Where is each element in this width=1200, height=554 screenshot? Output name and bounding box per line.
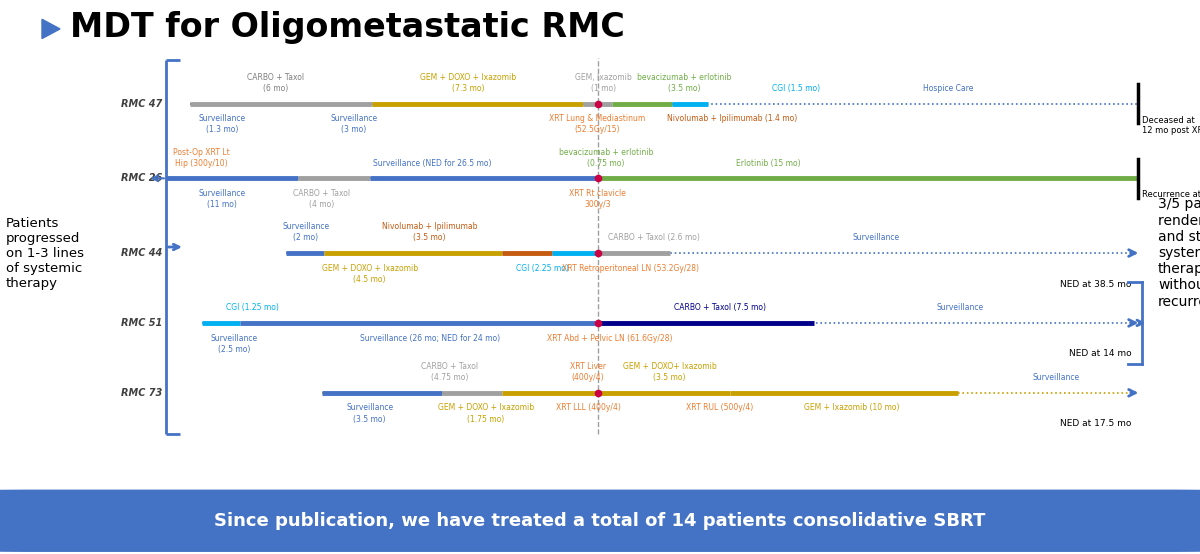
Text: XRT Rt clavicle
300y/3: XRT Rt clavicle 300y/3 [569,189,626,209]
Text: XRT Retroperitoneal LN (53.2Gy/28): XRT Retroperitoneal LN (53.2Gy/28) [562,264,698,273]
Text: CARBO + Taxol (2.6 mo): CARBO + Taxol (2.6 mo) [608,233,700,243]
Text: CGI (1.25 mo): CGI (1.25 mo) [226,304,278,312]
Text: CARBO + Taxol
(4.75 mo): CARBO + Taxol (4.75 mo) [421,362,479,382]
Text: Hospice Care: Hospice Care [923,84,973,93]
Text: XRT Abd + Pelvic LN (61.6Gy/28): XRT Abd + Pelvic LN (61.6Gy/28) [547,334,672,342]
Text: RMC 26: RMC 26 [121,173,162,183]
Text: Nivolumab + Ipilimumab (1.4 mo): Nivolumab + Ipilimumab (1.4 mo) [667,114,797,123]
Text: Surveillance: Surveillance [1032,373,1080,382]
Text: Surveillance (NED for 26.5 mo): Surveillance (NED for 26.5 mo) [373,159,491,168]
Text: XRT Liver
(400y/4): XRT Liver (400y/4) [570,362,606,382]
Text: bevacizumab + erlotinib
(3.5 mo): bevacizumab + erlotinib (3.5 mo) [637,73,731,93]
Text: RMC 51: RMC 51 [121,318,162,328]
Text: Surveillance
(1.3 mo): Surveillance (1.3 mo) [198,114,246,134]
Text: CARBO + Taxol
(6 mo): CARBO + Taxol (6 mo) [247,73,305,93]
Text: RMC 47: RMC 47 [121,99,162,109]
Text: Surveillance
(11 mo): Surveillance (11 mo) [198,189,246,209]
Text: CARBO + Taxol
(4 mo): CARBO + Taxol (4 mo) [293,189,350,209]
Text: 3/5 patients
rendered NED
and stopped
systemic
therapy
without
recurrence: 3/5 patients rendered NED and stopped sy… [1158,197,1200,309]
Text: Surveillance: Surveillance [852,233,900,243]
Text: NED at 14 mo: NED at 14 mo [1069,350,1132,358]
Text: MDT for Oligometastatic RMC: MDT for Oligometastatic RMC [70,12,624,44]
Polygon shape [42,19,60,39]
Text: Recurrence at 18 mo; Deceased at 20.75 mo post XRT: Recurrence at 18 mo; Deceased at 20.75 m… [1142,191,1200,199]
Text: RMC 73: RMC 73 [121,388,162,398]
Text: RMC 44: RMC 44 [121,248,162,258]
Text: XRT Lung & Mediastinum
(52.5Gy/15): XRT Lung & Mediastinum (52.5Gy/15) [550,114,646,134]
Text: Nivolumab + Ipilimumab
(3.5 mo): Nivolumab + Ipilimumab (3.5 mo) [382,222,478,243]
Text: GEM + Ixazomib (10 mo): GEM + Ixazomib (10 mo) [804,403,900,412]
Text: Erlotinib (15 mo): Erlotinib (15 mo) [736,159,800,168]
Text: Surveillance (26 mo; NED for 24 mo): Surveillance (26 mo; NED for 24 mo) [360,334,499,342]
Text: Surveillance
(2 mo): Surveillance (2 mo) [282,222,330,243]
Text: GEM, Ixazomib
(1 mo): GEM, Ixazomib (1 mo) [575,73,632,93]
Text: CARBO + Taxol (7.5 mo): CARBO + Taxol (7.5 mo) [674,304,766,312]
Text: Patients
progressed
on 1-3 lines
of systemic
therapy: Patients progressed on 1-3 lines of syst… [6,217,84,290]
Text: CGI (1.5 mo): CGI (1.5 mo) [772,84,820,93]
Text: Surveillance
(3.5 mo): Surveillance (3.5 mo) [346,403,394,423]
FancyBboxPatch shape [0,490,1200,551]
Text: NED at 17.5 mo: NED at 17.5 mo [1061,419,1132,428]
Text: CGI (2.25 mo): CGI (2.25 mo) [516,264,569,273]
Text: Surveillance: Surveillance [936,304,984,312]
Text: GEM + DOXO + Ixazomib
(4.5 mo): GEM + DOXO + Ixazomib (4.5 mo) [322,264,418,284]
Text: Post-Op XRT Lt
Hip (300y/10): Post-Op XRT Lt Hip (300y/10) [173,147,230,168]
Text: GEM + DOXO + Ixazomib
(7.3 mo): GEM + DOXO + Ixazomib (7.3 mo) [420,73,516,93]
Text: Surveillance
(2.5 mo): Surveillance (2.5 mo) [210,334,258,353]
Text: GEM + DOXO+ Ixazomib
(3.5 mo): GEM + DOXO+ Ixazomib (3.5 mo) [623,362,716,382]
Text: GEM + DOXO + Ixazomib
(1.75 mo): GEM + DOXO + Ixazomib (1.75 mo) [438,403,534,423]
Text: XRT LLL (400y/4): XRT LLL (400y/4) [556,403,620,412]
Text: Since publication, we have treated a total of 14 patients consolidative SBRT: Since publication, we have treated a tot… [215,512,985,530]
Text: bevacizumab + erlotinib
(0.75 mo): bevacizumab + erlotinib (0.75 mo) [559,147,653,168]
Text: XRT RUL (500y/4): XRT RUL (500y/4) [686,403,754,412]
Text: Surveillance
(3 mo): Surveillance (3 mo) [330,114,378,134]
Text: NED at 38.5 mo: NED at 38.5 mo [1061,280,1132,289]
Text: Deceased at
12 mo post XRT: Deceased at 12 mo post XRT [1142,116,1200,135]
